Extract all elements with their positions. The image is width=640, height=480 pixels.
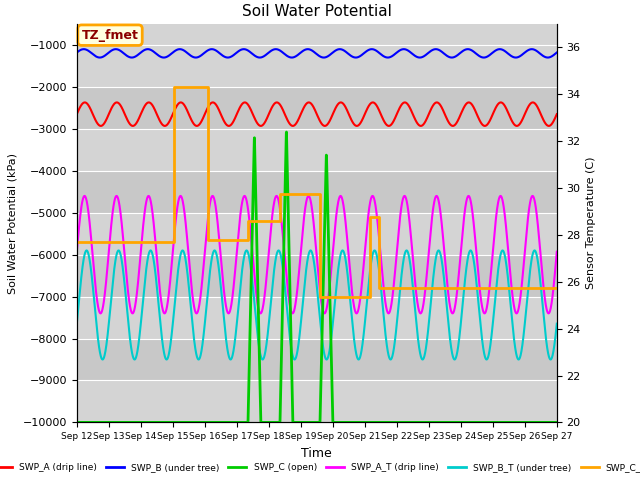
X-axis label: Time: Time [301,447,332,460]
Y-axis label: Soil Water Potential (kPa): Soil Water Potential (kPa) [7,153,17,294]
Text: TZ_fmet: TZ_fmet [81,29,138,42]
Legend: SWP_A (drip line), SWP_B (under tree), SWP_C (open), SWP_A_T (drip line), SWP_B_: SWP_A (drip line), SWP_B (under tree), S… [0,459,640,476]
Bar [77,338,557,381]
Bar [77,87,557,129]
Bar [77,381,557,422]
Bar [77,45,557,87]
Bar [77,297,557,338]
Bar [77,255,557,297]
Bar [77,213,557,255]
Y-axis label: Sensor Temperature (C): Sensor Temperature (C) [586,157,596,289]
Title: Soil Water Potential: Soil Water Potential [242,4,392,19]
Bar [77,171,557,213]
Bar [77,129,557,171]
